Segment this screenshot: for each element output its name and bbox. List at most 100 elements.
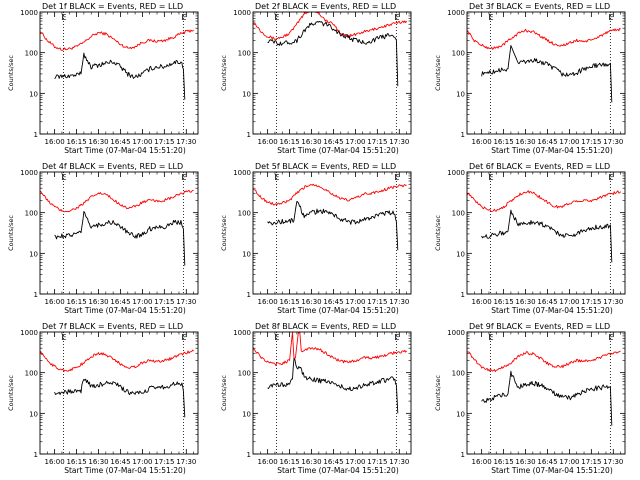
y-tick-label: 1000 (20, 329, 38, 337)
y-tick-label: 1000 (447, 169, 465, 177)
y-axis-label: Counts/sec (434, 375, 442, 411)
x-tick-label: 17:15 (581, 298, 601, 306)
x-axis-label: Start Time (07-Mar-04 15:51:20) (491, 146, 613, 155)
y-tick-label: 1 (34, 451, 38, 459)
y-tick-label: 1 (247, 451, 251, 459)
event-marker-label: E (181, 13, 186, 22)
x-tick-label: 17:15 (367, 298, 387, 306)
y-tick-label: 1 (247, 131, 251, 139)
x-tick-label: 16:30 (301, 458, 321, 466)
panel-title: Det 3f BLACK = Events, RED = LLD (469, 2, 610, 11)
lld-series-line (40, 349, 194, 373)
lld-series-line (253, 12, 407, 40)
panel-title: Det 4f BLACK = Events, RED = LLD (42, 162, 183, 171)
x-tick-label: 16:45 (110, 458, 130, 466)
x-tick-label: 16:15 (279, 298, 299, 306)
y-axis-label: Counts/sec (434, 55, 442, 91)
lld-series-line (467, 27, 621, 50)
x-tick-label: 16:00 (258, 298, 278, 306)
y-tick-label: 100 (452, 210, 465, 218)
x-tick-label: 17:00 (559, 138, 579, 146)
plot-frame (252, 11, 412, 135)
panel-title: Det 2f BLACK = Events, RED = LLD (255, 2, 396, 11)
panel-title: Det 1f BLACK = Events, RED = LLD (42, 2, 183, 11)
y-tick-label: 1000 (233, 329, 251, 337)
events-series-line (481, 209, 613, 263)
x-tick-label: 16:30 (515, 298, 535, 306)
y-tick-label: 100 (25, 370, 38, 378)
x-tick-label: 16:15 (279, 458, 299, 466)
x-tick-label: 17:30 (389, 298, 409, 306)
y-axis-label: Counts/sec (7, 215, 15, 251)
panel-title: Det 8f BLACK = Events, RED = LLD (255, 322, 396, 331)
y-tick-label: 10 (29, 410, 38, 418)
x-tick-label: 16:15 (493, 458, 513, 466)
y-axis-label: Counts/sec (220, 375, 228, 411)
x-tick-label: 17:00 (132, 298, 152, 306)
plot-frame (466, 331, 626, 455)
lld-series-line (40, 189, 194, 213)
event-marker-label: E (274, 173, 279, 182)
x-axis-label: Start Time (07-Mar-04 15:51:20) (491, 306, 613, 315)
x-tick-label: 16:15 (493, 298, 513, 306)
x-tick-label: 17:15 (154, 458, 174, 466)
x-tick-label: 17:30 (176, 298, 196, 306)
y-tick-label: 10 (456, 90, 465, 98)
y-tick-label: 100 (452, 370, 465, 378)
x-tick-label: 16:30 (301, 298, 321, 306)
y-tick-label: 10 (456, 410, 465, 418)
x-tick-label: 17:30 (603, 138, 623, 146)
y-tick-label: 10 (242, 410, 251, 418)
panel-det-9: Det 9f BLACK = Events, RED = LLD Counts/s… (434, 322, 626, 475)
event-marker-label: E (488, 13, 493, 22)
plot-frame (252, 331, 412, 455)
y-tick-label: 100 (452, 50, 465, 58)
x-axis-label: Start Time (07-Mar-04 15:51:20) (277, 306, 399, 315)
event-marker-label: E (488, 333, 493, 342)
panel-det-1: Det 1f BLACK = Events, RED = LLD Counts/s… (7, 2, 199, 155)
plot-frame (252, 171, 412, 295)
x-tick-label: 17:15 (581, 138, 601, 146)
x-tick-label: 16:15 (66, 458, 86, 466)
x-tick-label: 16:15 (493, 138, 513, 146)
y-axis-label: Counts/sec (220, 55, 228, 91)
x-tick-label: 16:30 (88, 138, 108, 146)
lld-series-line (40, 29, 194, 51)
event-marker-label: E (394, 13, 399, 22)
x-axis-label: Start Time (07-Mar-04 15:51:20) (64, 146, 186, 155)
x-tick-label: 17:30 (176, 138, 196, 146)
x-tick-label: 16:00 (45, 458, 65, 466)
events-series-line (54, 211, 186, 266)
x-tick-label: 16:45 (323, 138, 343, 146)
x-tick-label: 17:30 (389, 138, 409, 146)
event-marker-label: E (608, 13, 613, 22)
events-series-line (267, 20, 399, 87)
x-tick-label: 17:15 (367, 138, 387, 146)
x-tick-label: 17:15 (581, 458, 601, 466)
x-tick-label: 16:00 (472, 298, 492, 306)
events-series-line (54, 378, 186, 418)
event-marker-label: E (394, 173, 399, 182)
lld-series-line (253, 332, 407, 367)
x-tick-label: 16:00 (45, 138, 65, 146)
y-tick-label: 1 (461, 291, 465, 299)
events-series-line (54, 52, 186, 100)
x-axis-label: Start Time (07-Mar-04 15:51:20) (491, 466, 613, 475)
x-tick-label: 16:00 (472, 138, 492, 146)
x-tick-label: 17:00 (559, 298, 579, 306)
panel-det-5: Det 5f BLACK = Events, RED = LLD Counts/s… (220, 162, 412, 315)
x-tick-label: 16:45 (537, 138, 557, 146)
y-tick-label: 100 (238, 50, 251, 58)
y-axis-label: Counts/sec (220, 215, 228, 251)
panel-title: Det 9f BLACK = Events, RED = LLD (469, 322, 610, 331)
event-marker-label: E (181, 173, 186, 182)
event-marker-label: E (608, 333, 613, 342)
event-marker-label: E (394, 333, 399, 342)
panel-det-3: Det 3f BLACK = Events, RED = LLD Counts/s… (434, 2, 626, 155)
panel-det-7: Det 7f BLACK = Events, RED = LLD Counts/s… (7, 322, 199, 475)
event-marker-label: E (61, 13, 66, 22)
y-tick-label: 1 (247, 291, 251, 299)
events-series-line (481, 45, 613, 103)
